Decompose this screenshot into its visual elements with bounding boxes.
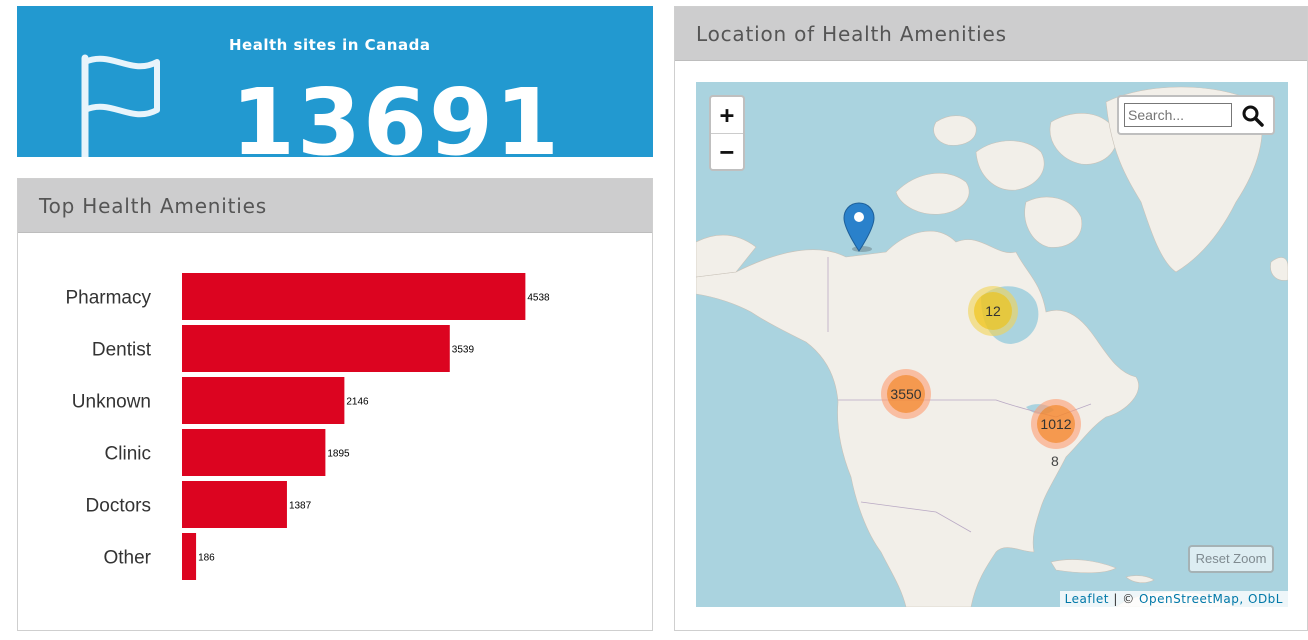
bar-chart: Pharmacy 4538 Dentist 3539 Unknown 2146 Clinic… xyxy=(65,273,550,580)
map-attribution: Leaflet | © OpenStreetMap, ODbL xyxy=(1059,591,1288,607)
data-label: 2146 xyxy=(346,397,369,408)
cluster-count: 1012 xyxy=(1037,405,1075,443)
stat-card: Health sites in Canada 13691 xyxy=(17,6,653,157)
bar[interactable] xyxy=(182,325,450,372)
panel-title: Top Health Amenities xyxy=(18,179,652,233)
single-marker-label[interactable]: 8 xyxy=(1051,453,1059,469)
zoom-out-button[interactable]: − xyxy=(719,138,735,166)
search-input[interactable] xyxy=(1124,103,1232,127)
magnifier-icon[interactable] xyxy=(1241,104,1265,128)
osm-link[interactable]: OpenStreetMap, ODbL xyxy=(1139,592,1283,606)
location-panel: Location of Health Amenities xyxy=(674,6,1308,631)
data-label: 1895 xyxy=(327,449,350,460)
bar[interactable] xyxy=(182,429,326,476)
bar[interactable] xyxy=(182,481,287,528)
search-control xyxy=(1117,95,1275,135)
stat-label: Health sites in Canada xyxy=(229,36,431,54)
reset-zoom-button[interactable]: Reset Zoom xyxy=(1188,545,1274,573)
stat-value: 13691 xyxy=(231,69,562,157)
bar[interactable] xyxy=(182,273,526,320)
category-label: Unknown xyxy=(72,392,151,413)
zoom-control: + − xyxy=(709,95,745,171)
data-label: 3539 xyxy=(452,345,475,356)
category-label: Dentist xyxy=(92,340,152,361)
category-label: Pharmacy xyxy=(65,288,151,309)
top-amenities-panel: Top Health Amenities Pharmacy 4538 Dentist… xyxy=(17,178,653,631)
zoom-in-button[interactable]: + xyxy=(711,97,743,134)
map-pin-icon[interactable] xyxy=(842,201,876,253)
data-label: 186 xyxy=(198,553,215,564)
bar[interactable] xyxy=(182,533,197,580)
map-base xyxy=(696,86,1288,607)
marker-cluster[interactable]: 3550 xyxy=(881,369,931,419)
marker-cluster[interactable]: 1012 xyxy=(1031,399,1081,449)
category-label: Doctors xyxy=(86,496,151,517)
cluster-count: 12 xyxy=(974,292,1012,330)
cluster-count: 3550 xyxy=(887,375,925,413)
category-label: Clinic xyxy=(105,444,151,465)
map[interactable]: 12 3550 1012 8 + − Reset Zoom Leaflet | … xyxy=(696,82,1288,607)
marker-cluster[interactable]: 12 xyxy=(968,286,1018,336)
data-label: 4538 xyxy=(527,293,550,304)
attribution-separator: | © xyxy=(1113,592,1135,606)
bar[interactable] xyxy=(182,377,345,424)
flag-icon xyxy=(81,54,160,157)
category-label: Other xyxy=(103,548,151,569)
data-label: 1387 xyxy=(289,501,312,512)
leaflet-link[interactable]: Leaflet xyxy=(1064,592,1110,606)
panel-title: Location of Health Amenities xyxy=(675,7,1307,61)
